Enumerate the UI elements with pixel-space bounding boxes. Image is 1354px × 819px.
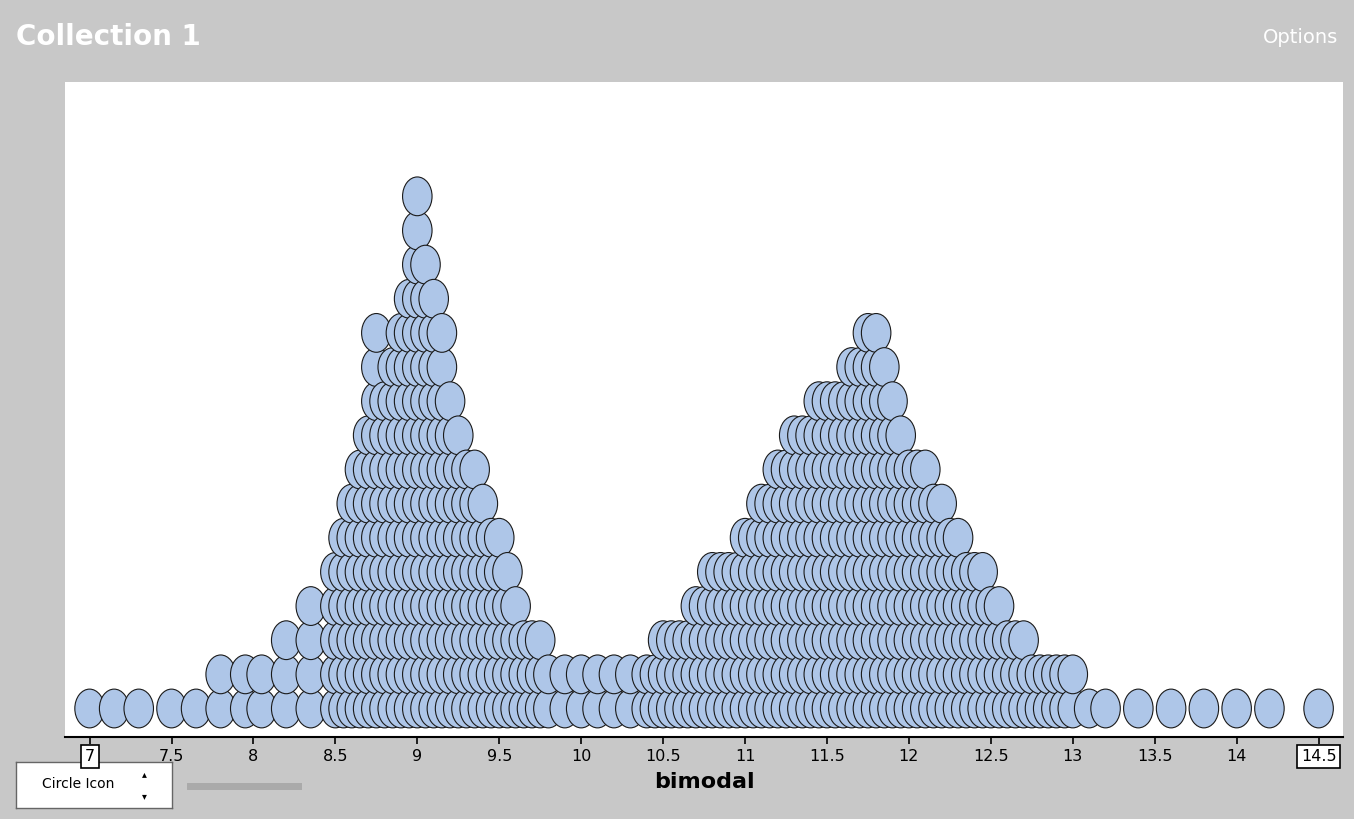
Text: Collection 1: Collection 1 (16, 23, 200, 51)
Text: Options: Options (1262, 28, 1338, 47)
Text: ▾: ▾ (141, 791, 146, 801)
Text: Circle Icon: Circle Icon (42, 777, 115, 791)
Text: ▴: ▴ (141, 769, 146, 779)
X-axis label: bimodal: bimodal (654, 772, 754, 792)
